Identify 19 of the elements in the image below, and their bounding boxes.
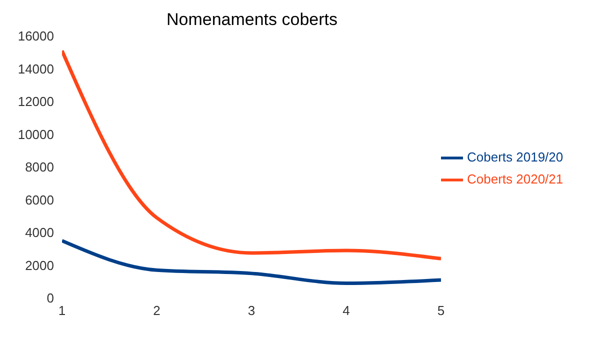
x-tick-label: 4 — [342, 303, 350, 318]
y-tick-label: 16000 — [18, 28, 54, 44]
legend-label: Coberts 2020/21 — [467, 170, 564, 186]
y-tick-label: 8000 — [25, 160, 54, 175]
chart-title: Nomenaments coberts — [165, 10, 339, 30]
x-tick-label: 3 — [248, 303, 256, 318]
y-tick-label: 4000 — [25, 225, 54, 240]
x-tick-label: 5 — [437, 303, 445, 318]
x-tick-label: 2 — [153, 303, 160, 318]
y-tick-label: 2000 — [25, 258, 54, 273]
line-series — [62, 238, 441, 286]
y-tick-label: 0 — [46, 290, 54, 306]
y-tick-label: 10000 — [18, 126, 54, 142]
legend-label: Coberts 2019/20 — [467, 148, 564, 164]
x-tick-label: 1 — [58, 303, 66, 318]
y-tick-label: 14000 — [18, 61, 54, 76]
y-tick-label: 12000 — [18, 94, 54, 110]
y-tick-label: 6000 — [25, 192, 54, 208]
line-series — [62, 48, 441, 260]
